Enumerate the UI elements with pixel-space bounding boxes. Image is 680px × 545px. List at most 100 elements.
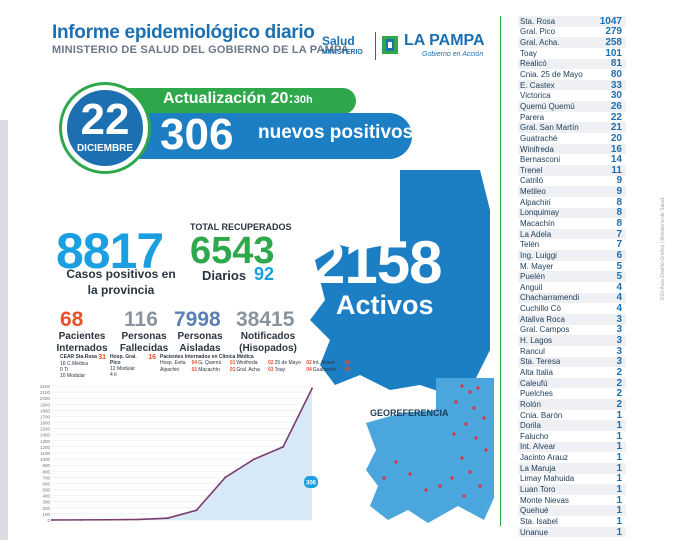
locality-count: 9 xyxy=(616,175,622,187)
locality-name: Rancul xyxy=(520,346,545,356)
clinic-item: G. Quemú 01 xyxy=(198,360,236,366)
case-location-dot xyxy=(464,422,468,426)
chart-point xyxy=(137,518,140,521)
locality-count: 5 xyxy=(616,271,622,283)
locality-count: 2 xyxy=(616,366,622,378)
locality-count: 3 xyxy=(616,335,622,347)
locality-count: 1 xyxy=(616,452,622,464)
locality-name: Sta. Teresa xyxy=(520,357,561,367)
locality-count: 1 xyxy=(616,409,622,421)
case-location-dot xyxy=(454,400,458,404)
ranking-row: Anguil 4 xyxy=(518,282,626,293)
locality-count: 4 xyxy=(616,303,622,315)
locality-name: Telén xyxy=(520,240,540,250)
case-location-dot xyxy=(476,386,480,390)
ranking-row: La Adela 7 xyxy=(518,229,626,240)
locality-count: 14 xyxy=(610,154,622,166)
ranking-row: Telén 7 xyxy=(518,239,626,250)
locality-name: Alpachiri xyxy=(520,197,551,207)
recovered-value: 6543 xyxy=(190,230,275,272)
locality-name: Trenel xyxy=(520,165,543,175)
case-location-dot xyxy=(450,476,454,480)
locality-ranking: Sta. Rosa 1047 Gral. Pico 279 Gral. Acha. 258… xyxy=(518,16,626,538)
locality-count: 1 xyxy=(616,473,622,485)
y-tick-label: 1500 xyxy=(40,427,51,432)
chart-point xyxy=(51,519,53,521)
total-cases-label: Casos positivos en la provincia xyxy=(66,267,176,297)
locality-name: Monte Nievas xyxy=(520,495,569,505)
locality-count: 1 xyxy=(616,430,622,442)
ranking-row: H. Lagos 3 xyxy=(518,335,626,346)
clinic-item: 25 de Mayo 02 xyxy=(274,360,312,366)
date-circle xyxy=(62,85,148,171)
recovered-title: TOTAL RECUPERADOS xyxy=(190,222,292,232)
ranking-row: Unanue 1 xyxy=(518,527,626,538)
chart-highlight-label: 306 xyxy=(306,481,317,487)
ranking-row: Sta. Rosa 1047 xyxy=(518,16,626,27)
deceased-label: Personas Fallecidas xyxy=(119,331,169,354)
chart-point xyxy=(311,387,313,390)
locality-name: Alta Italia xyxy=(520,367,553,377)
ranking-row: Quehué 1 xyxy=(518,505,626,516)
chart-point xyxy=(166,517,169,520)
locality-count: 3 xyxy=(616,313,622,325)
locality-count: 8 xyxy=(616,196,622,208)
ranking-row: Cnia. 25 de Mayo 80 xyxy=(518,69,626,80)
chart-point xyxy=(79,518,82,521)
locality-name: Jacinto Arauz xyxy=(520,453,569,463)
ranking-row: E. Castex 33 xyxy=(518,80,626,91)
credits-text: DGI Área Diseño Gráfico | Ministerio de … xyxy=(660,198,666,300)
chart-series-line xyxy=(51,388,313,521)
logo-divider xyxy=(375,32,376,60)
locality-count: 1 xyxy=(616,441,622,453)
locality-name: Gral. Campos xyxy=(520,325,570,335)
active-cases-label: Activos xyxy=(336,290,434,320)
ranking-row: Cnia. Barón 1 xyxy=(518,410,626,421)
locality-count: 4 xyxy=(616,292,622,304)
clinic-item: Winifreda 02 xyxy=(236,360,274,366)
locality-name: Realicó xyxy=(520,59,547,69)
logo-ministerio-text: MINISTERIO xyxy=(322,49,363,56)
clinic-item: Gral. Acha 03 xyxy=(236,367,274,373)
clinic-item: Alpachiri 01 xyxy=(160,367,198,373)
locality-count: 3 xyxy=(616,356,622,368)
case-location-dot xyxy=(468,470,472,474)
ranking-row: Gral. Acha. 258 xyxy=(518,37,626,48)
ranking-row: Winifreda 16 xyxy=(518,144,626,155)
page-title: Informe epidemiológico diario xyxy=(52,22,315,43)
locality-name: Catriló xyxy=(520,176,544,186)
ranking-row: Metileo 9 xyxy=(518,186,626,197)
locality-name: Guatraché xyxy=(520,133,558,143)
daily-recovered-label: Diarios xyxy=(202,268,247,283)
locality-count: 258 xyxy=(605,37,622,49)
locality-count: 279 xyxy=(605,26,622,38)
new-positives-label: nuevos positivos xyxy=(258,122,414,143)
locality-count: 26 xyxy=(610,100,622,112)
locality-name: Quemú Quemú xyxy=(520,101,575,111)
y-tick-label: 1000 xyxy=(40,457,51,462)
y-tick-label: 1300 xyxy=(40,439,51,444)
total-cases-value: 8817 xyxy=(56,223,164,279)
ranking-row: M. Mayer 5 xyxy=(518,261,626,272)
ranking-row: Lonquimay 8 xyxy=(518,207,626,218)
locality-name: Parera xyxy=(520,112,545,122)
ranking-row: Ataliva Roca 3 xyxy=(518,314,626,325)
locality-name: Sta. Isabel xyxy=(520,516,558,526)
date-day: 22 xyxy=(80,95,130,144)
new-positives-value: 306 xyxy=(160,110,234,159)
background-band xyxy=(0,120,8,540)
ranking-row: Macachín 8 xyxy=(518,218,626,229)
locality-count: 16 xyxy=(610,143,622,155)
y-tick-label: 2100 xyxy=(40,390,51,395)
locality-name: Puelén xyxy=(520,272,545,282)
ranking-row: Puelches 2 xyxy=(518,388,626,399)
case-location-dot xyxy=(482,416,486,420)
chart-point xyxy=(195,509,198,512)
case-location-dot xyxy=(424,488,428,492)
locality-count: 101 xyxy=(605,47,622,59)
notified-label: Notificados (Hisopados) xyxy=(239,331,297,354)
y-tick-label: 1200 xyxy=(40,445,51,450)
locality-name: Int. Alvear xyxy=(520,442,556,452)
case-location-dot xyxy=(484,448,488,452)
locality-name: Toay xyxy=(520,48,537,58)
